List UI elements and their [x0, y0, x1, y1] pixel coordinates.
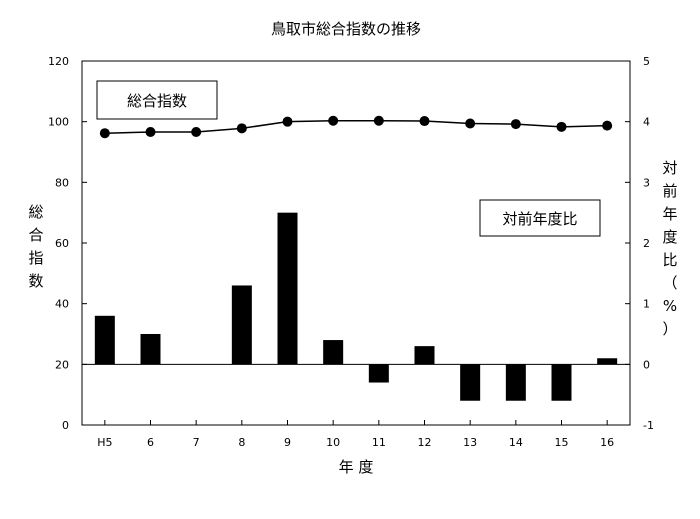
y-axis-label-left-char: 数 [28, 272, 43, 290]
x-tick-label: 9 [284, 436, 291, 449]
x-tick-label: 6 [147, 436, 154, 449]
right-tick-label: -1 [643, 419, 654, 432]
left-axis: 0 20 40 60 80 100 120 [48, 55, 87, 432]
y-axis-label-right-char: % [663, 297, 677, 315]
chart-title: 鳥取市総合指数の推移 [271, 20, 421, 38]
y-axis-label-right-char: 度 [662, 228, 677, 246]
legend-index-label: 総合指数 [127, 92, 187, 110]
y-axis-label-left-char: 合 [28, 226, 43, 244]
y-axis-label-right-char: （ [662, 274, 677, 292]
x-tick-label: 7 [193, 436, 200, 449]
x-tick-label: H5 [97, 436, 112, 449]
y-axis-label-right-char: ） [662, 320, 677, 338]
right-tick-label: 3 [643, 176, 650, 189]
bar [94, 315, 115, 365]
right-tick-label: 5 [643, 55, 650, 68]
right-tick-label: 2 [643, 237, 650, 250]
bar [597, 358, 618, 365]
x-tick-label: 12 [418, 436, 432, 449]
line-point [373, 115, 384, 126]
left-tick-label: 80 [55, 176, 69, 189]
right-tick-label: 1 [643, 298, 650, 311]
bar [277, 212, 298, 365]
y-axis-label-left: 総合指数 [28, 203, 43, 290]
line-point [465, 118, 476, 129]
bar [414, 346, 435, 365]
x-tick-label: 14 [509, 436, 523, 449]
bar [368, 364, 389, 383]
line-point [145, 126, 156, 137]
x-axis: H5 6 7 8 9 10 11 12 13 14 15 16 [97, 420, 614, 449]
x-tick-label: 15 [555, 436, 569, 449]
line-point [282, 116, 293, 127]
right-tick-label: 4 [643, 116, 650, 129]
legend-ratio-label: 対前年度比 [502, 210, 577, 228]
legend-index: 総合指数 [96, 80, 218, 120]
x-tick-label: 13 [463, 436, 477, 449]
line-point [556, 121, 567, 132]
left-tick-label: 60 [55, 237, 69, 250]
left-tick-label: 0 [62, 419, 69, 432]
line-point [191, 126, 202, 137]
bar [231, 285, 252, 365]
y-axis-label-left-char: 総 [28, 203, 43, 221]
line-point [236, 123, 247, 134]
left-tick-label: 40 [55, 298, 69, 311]
bar-series [94, 212, 618, 401]
y-axis-label-right-char: 対 [662, 159, 677, 177]
x-axis-label: 年 度 [339, 458, 374, 476]
y-axis-label-right-char: 年 [662, 205, 677, 223]
left-tick-label: 120 [48, 55, 69, 68]
line-point [328, 115, 339, 126]
y-axis-label-right: 対前年度比 （% ） [662, 159, 677, 338]
bar [460, 364, 481, 401]
line-point [602, 120, 613, 131]
line-point [419, 116, 430, 127]
x-tick-label: 8 [238, 436, 245, 449]
line-point [99, 128, 110, 139]
x-tick-label: 11 [372, 436, 386, 449]
right-axis: -1 0 1 2 3 4 5 [625, 55, 654, 432]
index-line [104, 120, 608, 134]
x-tick-label: 16 [600, 436, 614, 449]
bar [140, 334, 161, 365]
y-axis-label-right-char: 比 [662, 251, 677, 269]
line-markers [99, 115, 613, 139]
bar [551, 364, 572, 401]
y-axis-label-right-char: 前 [662, 182, 677, 200]
x-tick-label: 10 [326, 436, 340, 449]
right-tick-label: 0 [643, 358, 650, 371]
legend-index-box [96, 80, 218, 120]
left-tick-label: 20 [55, 358, 69, 371]
left-tick-label: 100 [48, 116, 69, 129]
line-point [510, 119, 521, 130]
y-axis-label-left-char: 指 [28, 249, 43, 267]
legend-ratio: 対前年度比 [479, 199, 601, 237]
bar [505, 364, 526, 401]
bar [323, 340, 344, 365]
legend-ratio-box [479, 199, 601, 237]
